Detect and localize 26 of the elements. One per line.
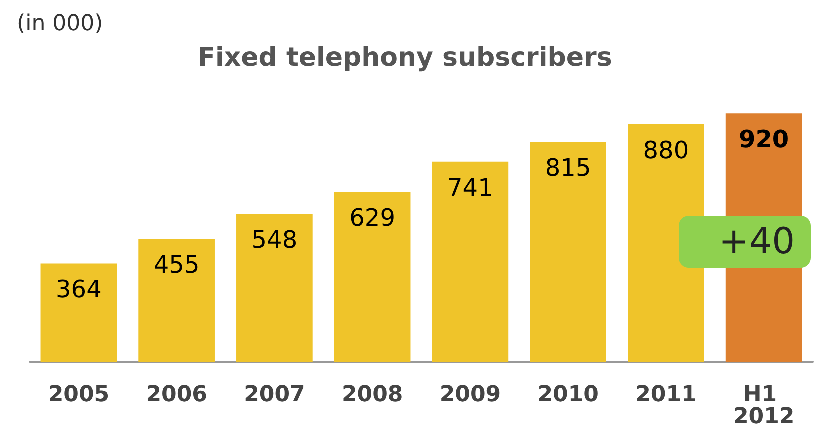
x-tick-label: H1 2012 xyxy=(733,382,795,430)
x-tick-label: 2010 xyxy=(538,382,599,408)
bar xyxy=(138,239,215,362)
bar xyxy=(40,264,118,362)
x-tick-label: 2008 xyxy=(342,382,404,408)
data-label: 455 xyxy=(154,251,200,280)
x-tick-label: 2005 xyxy=(48,382,110,408)
bar xyxy=(432,162,509,362)
data-label: 815 xyxy=(545,154,592,182)
bar xyxy=(628,124,704,362)
bar xyxy=(530,142,606,362)
bar xyxy=(236,214,313,362)
x-tick-label: 2009 xyxy=(440,382,502,408)
x-tick-label: 2007 xyxy=(244,382,306,408)
data-label: 629 xyxy=(350,204,396,232)
chart-subtitle: (in 000) xyxy=(17,12,104,36)
data-label: 364 xyxy=(56,276,102,304)
data-label: 548 xyxy=(252,226,298,254)
bar xyxy=(334,192,411,362)
data-label: 741 xyxy=(448,174,494,202)
annotation: +40 xyxy=(719,222,796,262)
x-tick-label: 2011 xyxy=(636,382,697,408)
chart-title: Fixed telephony subscribers xyxy=(198,43,612,73)
x-tick-label: 2006 xyxy=(146,382,208,408)
data-label: 880 xyxy=(643,136,690,164)
data-label: 920 xyxy=(739,126,790,154)
